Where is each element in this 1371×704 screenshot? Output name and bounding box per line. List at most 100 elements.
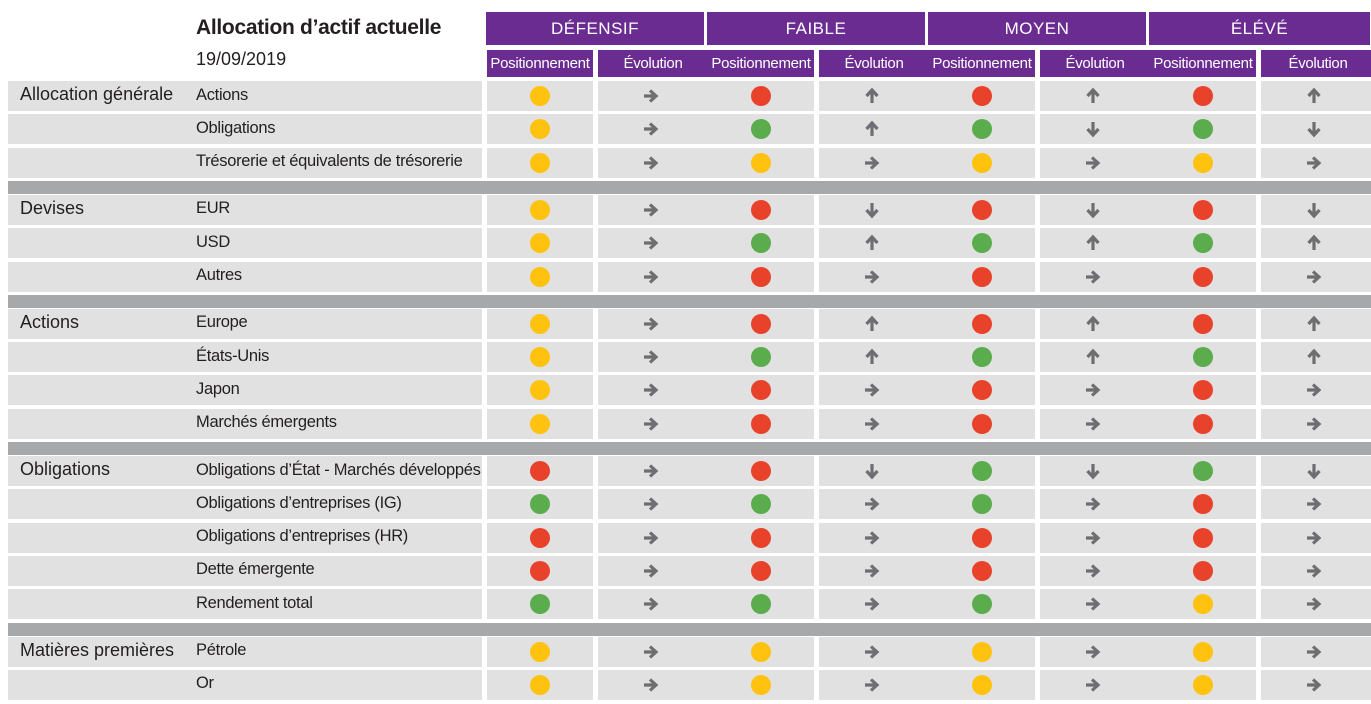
status-dot-yellow <box>1193 594 1213 615</box>
arrow-up-icon <box>865 87 879 103</box>
row-label: Dette émergente <box>196 560 315 579</box>
group-separator <box>8 180 1371 194</box>
evolution-cell <box>1261 194 1371 225</box>
status-dot-red <box>1193 266 1213 287</box>
evolution-header: Évolution <box>819 50 929 77</box>
status-dot-yellow <box>972 152 992 173</box>
arrow-right-icon <box>1086 564 1101 578</box>
arrow-right-icon <box>865 269 880 284</box>
status-dot-red <box>1193 560 1213 581</box>
evolution-header: Évolution <box>598 50 708 77</box>
status-dot-red <box>972 413 992 434</box>
status-dot-green <box>972 347 992 368</box>
arrow-right-icon <box>865 155 880 170</box>
row-label-cell <box>8 342 482 373</box>
arrow-up-icon <box>865 120 879 137</box>
status-dot-red <box>751 461 771 481</box>
arrow-right-icon <box>644 564 659 578</box>
positionnement-header: Positionnement <box>929 50 1035 77</box>
arrow-down-icon <box>1086 122 1100 138</box>
status-dot-yellow <box>530 233 550 254</box>
arrow-up-icon <box>1307 87 1321 103</box>
arrow-right-icon <box>1307 678 1322 692</box>
status-dot-yellow <box>530 199 550 220</box>
status-dot-yellow <box>972 641 992 662</box>
status-dot-red <box>751 380 771 401</box>
evolution-header: Évolution <box>1040 50 1150 77</box>
status-dot-green <box>1193 347 1213 368</box>
status-dot-yellow <box>751 674 771 695</box>
arrow-up-icon <box>1086 87 1100 103</box>
arrow-right-icon <box>1307 564 1322 578</box>
row-label-cell <box>8 308 482 339</box>
status-dot-red <box>1193 313 1213 334</box>
evolution-cell <box>819 456 929 486</box>
arrow-right-icon <box>644 236 659 250</box>
profile-header: DÉFENSIF <box>486 12 704 45</box>
status-dot-yellow <box>751 641 771 662</box>
profile-header: ÉLÉVÉ <box>1149 12 1370 45</box>
status-dot-yellow <box>751 152 771 173</box>
status-dot-red <box>1193 413 1213 434</box>
evolution-cell <box>819 81 929 111</box>
status-dot-red <box>530 461 550 481</box>
status-dot-yellow <box>1193 674 1213 695</box>
arrow-right-icon <box>644 317 659 331</box>
category-label: Actions <box>20 311 80 332</box>
evolution-cell <box>1261 342 1371 373</box>
arrow-down-icon <box>1086 464 1100 480</box>
evolution-cell <box>819 228 929 259</box>
arrow-right-icon <box>1086 155 1101 170</box>
row-label-cell <box>8 261 482 292</box>
status-dot-red <box>1193 494 1213 515</box>
arrow-up-icon <box>1086 348 1100 365</box>
page-title: Allocation d’actif actuelle <box>196 16 442 39</box>
evolution-cell <box>1261 308 1371 339</box>
arrow-right-icon <box>865 644 880 659</box>
row-label: USD <box>196 232 230 251</box>
arrow-right-icon <box>644 678 659 692</box>
status-dot-green <box>751 119 771 140</box>
status-dot-green <box>972 233 992 254</box>
status-dot-yellow <box>530 119 550 140</box>
row-label: Obligations d’entreprises (HR) <box>196 527 409 546</box>
arrow-down-icon <box>1086 202 1100 219</box>
status-dot-yellow <box>972 674 992 695</box>
arrow-down-icon <box>865 202 879 219</box>
evolution-cell <box>1040 114 1150 145</box>
row-label-cell <box>8 589 482 620</box>
positionnement-header: Positionnement <box>487 50 593 77</box>
row-label: Obligations d’entreprises (IG) <box>196 493 402 512</box>
row-label: Autres <box>196 266 242 284</box>
row-label-cell <box>8 375 482 406</box>
arrow-right-icon <box>1086 644 1101 659</box>
arrow-right-icon <box>1086 530 1101 545</box>
arrow-right-icon <box>865 597 880 611</box>
arrow-right-icon <box>1086 417 1101 431</box>
status-dot-red <box>972 266 992 287</box>
arrow-up-icon <box>1307 315 1321 331</box>
status-dot-red <box>751 313 771 334</box>
status-dot-green <box>1193 461 1213 481</box>
status-dot-red <box>1193 527 1213 548</box>
status-dot-yellow <box>530 152 550 173</box>
row-label-cell <box>8 194 482 225</box>
row-label: Marchés émergents <box>196 413 337 432</box>
row-label-cell <box>8 669 482 700</box>
arrow-up-icon <box>865 234 879 251</box>
arrow-right-icon <box>1307 269 1322 284</box>
row-label-cell <box>8 114 482 145</box>
arrow-right-icon <box>644 203 659 217</box>
row-label: Obligations <box>196 118 276 137</box>
status-dot-red <box>751 413 771 434</box>
status-dot-yellow <box>530 413 550 434</box>
arrow-right-icon <box>1086 383 1101 398</box>
row-label: États-Unis <box>196 346 270 365</box>
arrow-up-icon <box>1086 315 1100 331</box>
status-dot-yellow <box>530 380 550 401</box>
status-dot-yellow <box>530 347 550 368</box>
status-dot-green <box>751 233 771 254</box>
row-label: Obligations d’État - Marchés développés <box>196 460 481 479</box>
status-dot-green <box>1193 233 1213 254</box>
status-dot-yellow <box>530 86 550 106</box>
